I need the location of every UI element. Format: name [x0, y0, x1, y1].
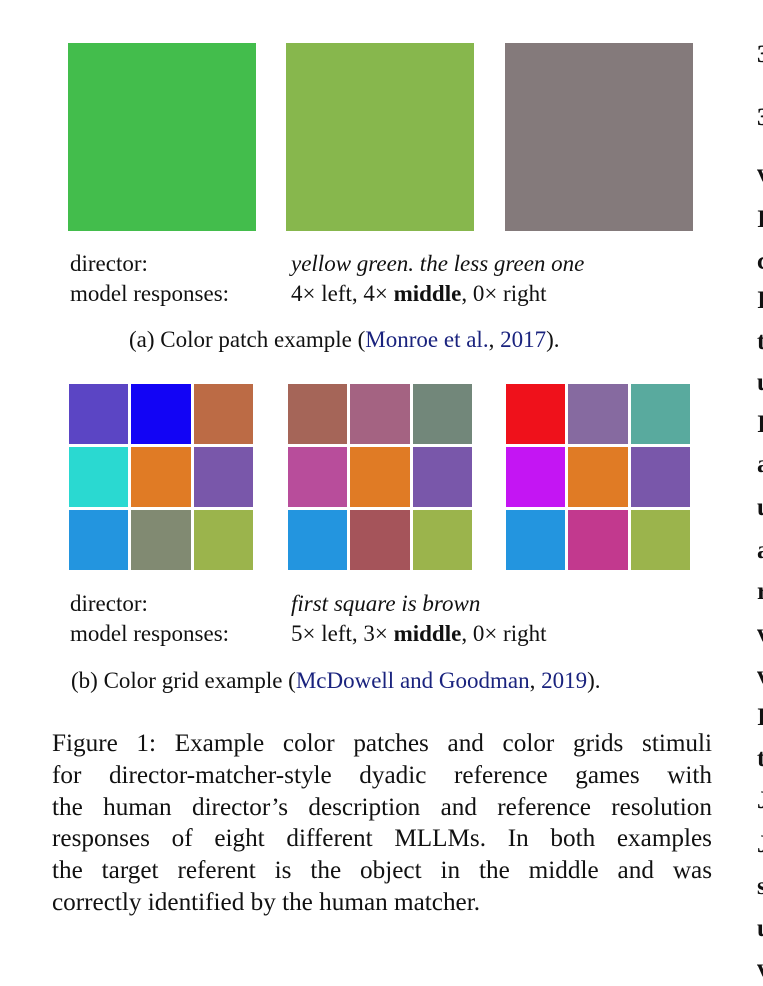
color-grid-middle — [288, 384, 472, 570]
responses-right: , 0× right — [461, 621, 547, 646]
director-label: director: — [70, 251, 148, 276]
grid-cell — [288, 510, 348, 570]
clipped-letter: s — [757, 873, 763, 900]
grid-cell — [630, 510, 690, 570]
citation-link[interactable]: McDowell and Goodman — [295, 668, 530, 693]
clipped-letter: u — [757, 912, 763, 946]
grid-cell — [69, 447, 129, 507]
grid-cell — [69, 510, 129, 570]
clipped-letter: J — [757, 828, 763, 862]
clipped-letter: u — [757, 366, 763, 400]
grid-cell — [412, 510, 472, 570]
grid-cell — [506, 384, 566, 444]
grid-cell — [193, 384, 253, 444]
caption-line: the target referent is the object in the… — [52, 857, 712, 885]
grid-cell — [350, 384, 410, 444]
clipped-letter: I — [757, 206, 763, 233]
clipped-letter: t — [757, 328, 763, 355]
color-patch-left — [68, 43, 256, 231]
citation-link[interactable]: Monroe et al. — [365, 327, 489, 352]
clipped-letter: r — [757, 578, 763, 605]
director-label: director: — [70, 591, 148, 616]
color-grid-right — [506, 384, 690, 570]
director-description: yellow green. the less green one — [291, 251, 585, 276]
clipped-letter: v — [757, 952, 763, 986]
grid-cell — [193, 510, 253, 570]
responses-label: model responses: — [70, 281, 230, 306]
responses-middle: middle — [393, 281, 462, 306]
color-grid-left — [69, 384, 253, 570]
clipped-letter: I — [757, 411, 763, 438]
responses-middle: middle — [393, 621, 462, 646]
caption-line: correctly identified by the human matche… — [52, 888, 481, 916]
grid-cell — [350, 510, 410, 570]
grid-cell — [568, 447, 628, 507]
grid-cell — [350, 447, 410, 507]
grid-cell — [131, 510, 191, 570]
clipped-letter: J — [757, 784, 763, 818]
citation-year-link[interactable]: 2019 — [541, 668, 588, 693]
director-description: first square is brown — [291, 591, 481, 616]
caption-line: Figure 1: Example color patches and colo… — [52, 730, 712, 757]
subcaption-a: (a) Color patch example (Monroe et al., … — [129, 327, 560, 352]
figure-caption: Figure 1: Example color patches and colo… — [52, 728, 712, 919]
caption-line: the human director’s description and ref… — [52, 793, 712, 821]
responses-left: 5× left, 3× — [291, 621, 388, 646]
responses-value: 5× left, 3× middle, 0× right — [291, 620, 547, 648]
grid-cell — [568, 510, 628, 570]
clipped-letter: I — [757, 704, 763, 731]
grid-cell — [568, 384, 628, 444]
grid-cell — [506, 447, 566, 507]
grid-cell — [506, 510, 566, 570]
grid-cell — [131, 447, 191, 507]
grid-cell — [630, 384, 690, 444]
clipped-letter: u — [757, 491, 763, 525]
grid-cell — [193, 447, 253, 507]
grid-cell — [288, 447, 348, 507]
clipped-letter: t — [757, 745, 763, 772]
responses-left: 4× left, 4× — [291, 281, 388, 306]
clipped-letter: 3 — [757, 38, 763, 72]
grid-cell — [412, 447, 472, 507]
grid-cell — [412, 384, 472, 444]
subcaption-b: (b) Color grid example (McDowell and Goo… — [71, 668, 601, 693]
clipped-letter: 3 — [757, 101, 763, 135]
clipped-letter: I — [757, 287, 763, 314]
color-patch-right — [505, 43, 693, 231]
clipped-letter: a — [757, 534, 763, 568]
grid-cell — [630, 447, 690, 507]
responses-value: 4× left, 4× middle, 0× right — [291, 280, 547, 308]
responses-label: model responses: — [70, 621, 230, 646]
clipped-letter: v — [757, 157, 763, 191]
clipped-letter: c — [757, 248, 763, 275]
clipped-letter: a — [757, 448, 763, 482]
caption-line: responses of eight different MLLMs. In b… — [52, 825, 712, 853]
responses-right: , 0× right — [461, 281, 547, 306]
color-patch-middle — [286, 43, 474, 231]
grid-cell — [288, 384, 348, 444]
caption-line: for director-matcher-style dyadic refere… — [52, 761, 712, 789]
clipped-letter: v — [757, 617, 763, 651]
clipped-letter: v — [757, 659, 763, 693]
grid-cell — [131, 384, 191, 444]
grid-cell — [69, 384, 129, 444]
citation-year-link[interactable]: 2017 — [500, 327, 547, 352]
